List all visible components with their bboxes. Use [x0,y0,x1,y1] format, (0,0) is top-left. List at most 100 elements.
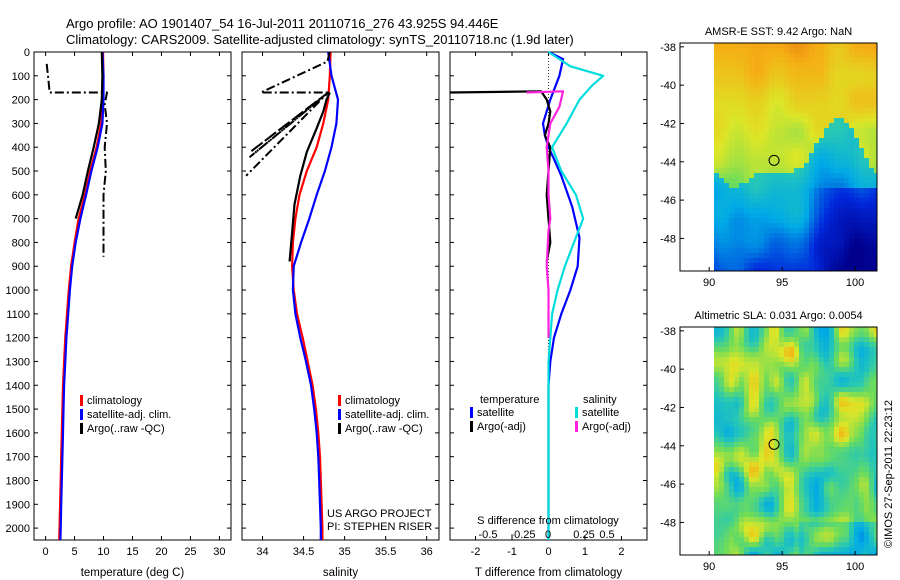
sla_map-ytick-label: -46 [660,479,676,491]
depth-tick-label: 300 [12,118,30,130]
temp-legend-swatch [80,409,83,420]
sla_map-ytick-label: -40 [660,364,676,376]
diff-legend-swatch [470,407,473,418]
depth-tick-label: 400 [12,142,30,154]
depth-tick-label: 900 [12,261,30,273]
diff-xtick-label: -1 [507,546,517,558]
temp-series-0 [58,51,105,541]
diff-xtick-label: 2 [618,546,624,558]
depth-tick-label: 2000 [6,523,30,535]
sal-legend-label: Argo(..raw -QC) [345,423,423,435]
diff-legend-label: Argo(-adj) [582,421,631,433]
depth-tick-label: 1100 [6,309,30,321]
depth-tick-label: 200 [12,95,30,107]
temp-series-2 [74,51,104,219]
sla_map-title: Altimetric SLA: 0.031 Argo: 0.0054 [694,310,862,322]
depth-tick-label: 800 [12,237,30,249]
sal-xtick-label: 34 [256,546,268,558]
sla_map-xtick-label: 90 [703,561,715,573]
temp-xtick-label: 15 [126,546,138,558]
sal-xlabel: salinity [323,567,358,579]
diff-legend-label: satellite [477,407,514,419]
salinity-diff-tick-label: 0.25 [573,529,594,541]
sst_map-ytick-label: -38 [660,42,676,54]
depth-tick-label: 700 [12,214,30,226]
temp-xtick-label: 20 [155,546,167,558]
sla_map-axes-frame [679,326,878,556]
sst_map-ytick-label: -46 [660,195,676,207]
depth-tick-label: 1400 [6,380,30,392]
difference-panel: -2 -1 0 1 2 T difference from climatology temp… [449,51,648,579]
salinity-diff-tick-label: 0 [545,529,551,541]
salinity-diff-tick-label: -0.25 [510,529,535,541]
salinity-diff-axis-label: S difference from climatology [477,515,619,527]
sst_map-argo-marker [768,154,780,166]
diff-legend-swatch [575,407,578,418]
diff-series-3 [526,90,565,338]
temp-xtick-label: 30 [213,546,225,558]
diff-legend-swatch [575,421,578,432]
sal-series-2 [288,92,331,262]
depth-tick-label: 1300 [6,356,30,368]
diff-xlabel: T difference from climatology [475,567,622,579]
sal-xtick-label: 36 [421,546,433,558]
sst_map-axes-frame [679,42,878,272]
temp-legend-swatch [80,423,83,434]
salinity-panel: 34 34.5 35 35.5 36 salinity climatology satelli… [241,51,440,579]
temp-legend-swatch [80,395,83,406]
sst_map-xtick-label: 95 [776,277,788,289]
temp-series-3 [45,63,108,257]
depth-tick-label: 1900 [6,499,30,511]
diff-xtick-label: -2 [471,546,481,558]
temp-xtick-label: 5 [71,546,77,558]
sla_map-ytick-label: -44 [660,441,676,453]
legend-title-salinity: salinity [583,394,617,406]
diff-xtick-label: 0 [545,546,551,558]
sal-legend-swatch [338,395,341,406]
depth-tick-label: 100 [12,71,30,83]
diff-legend-label: Argo(-adj) [477,421,526,433]
sla-map-panel: 90 95 100 -38 -40 -42 -44 -46 -48 Altimetric SLA:… [660,310,878,573]
sst_map-xtick-label: 100 [846,277,864,289]
sal-axes-frame [241,51,440,541]
sla_map-ytick-label: -42 [660,402,676,414]
sst_map-ytick-label: -48 [660,233,676,245]
diff-legend-swatch [470,421,473,432]
sla_map-xtick-label: 95 [776,561,788,573]
diff-xtick-label: 1 [582,546,588,558]
sal-xtick-label: 35 [338,546,350,558]
depth-tick-label: 1700 [6,452,30,464]
figure-title-line2: Climatology: CARS2009. Satellite-adjuste… [66,32,574,47]
sal-series-1 [291,51,340,540]
temp-xlabel: temperature (deg C) [81,567,185,579]
figure-title-line1: Argo profile: AO 1901407_54 16-Jul-2011 … [66,16,499,31]
sal-legend-label: climatology [345,395,401,407]
legend-title-temperature: temperature [480,394,539,406]
project-label: US ARGO PROJECT [327,508,432,520]
sst_map-ytick-label: -40 [660,80,676,92]
sal-legend-swatch [338,409,341,420]
sst_map-ytick-label: -42 [660,118,676,130]
diff-legend-label: satellite [582,407,619,419]
temp-legend-label: satellite-adj. clim. [87,409,171,421]
sal-legend-label: satellite-adj. clim. [345,409,429,421]
sla_map-xtick-label: 100 [846,561,864,573]
salinity-diff-tick-label: -0.5 [479,529,498,541]
sla_map-heatmap-cells [714,327,878,556]
temp-series-1 [59,51,105,541]
sst_map-ytick-label: -44 [660,157,676,169]
depth-tick-label: 1800 [6,475,30,487]
imos-credit: ©IMOS 27-Sep-2011 22:23:12 [883,400,895,548]
salinity-diff-tick-label: 0.5 [599,529,614,541]
depth-tick-label: 500 [12,166,30,178]
sst_map-xtick-label: 90 [703,277,715,289]
temp-legend-label: climatology [87,395,143,407]
sla_map-ytick-label: -38 [660,326,676,338]
sal-series-3 [245,51,331,177]
sal-series-0 [291,51,332,540]
sst_map-heatmap-cells [714,43,878,272]
sal-xtick-label: 34.5 [293,546,314,558]
diff-series-2 [547,51,605,540]
pi-label: PI: STEPHEN RISER [327,521,432,533]
